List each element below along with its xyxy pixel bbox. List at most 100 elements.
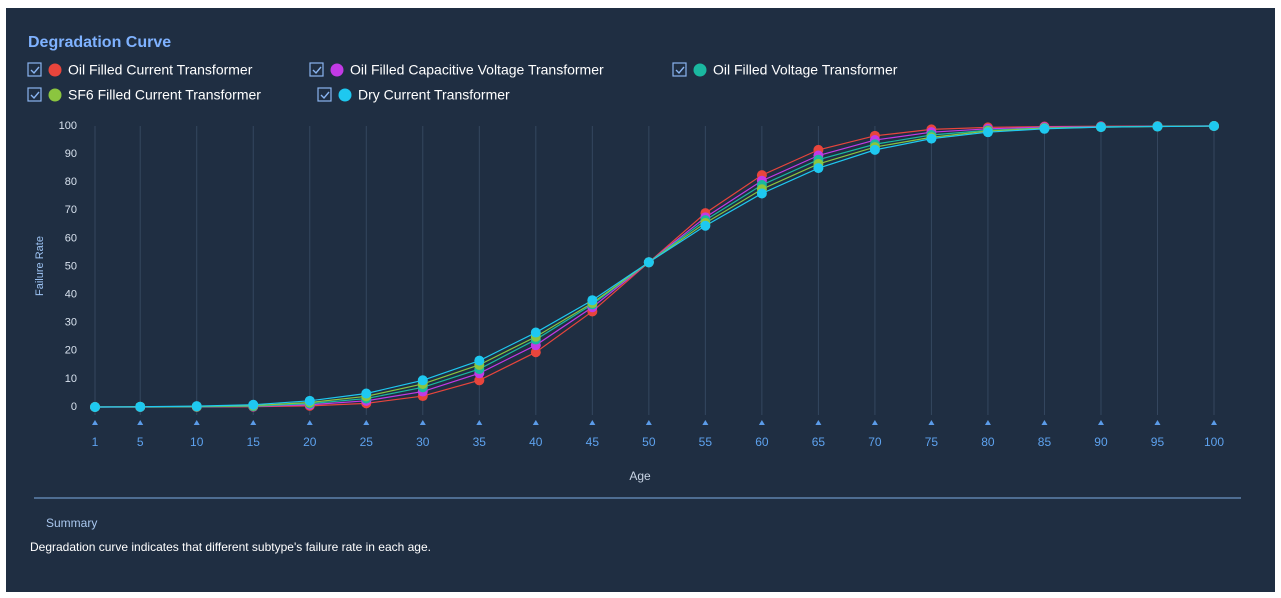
- legend-swatch: [48, 63, 62, 77]
- y-tick-label: 30: [65, 317, 77, 329]
- data-point: [926, 133, 937, 144]
- x-tick-mark: [984, 420, 991, 425]
- data-point: [530, 347, 541, 358]
- legend-check[interactable]: [30, 91, 40, 100]
- x-tick-mark: [476, 420, 483, 425]
- x-tick-mark: [758, 420, 765, 425]
- x-tick-mark: [1154, 420, 1161, 425]
- y-axis-label: Failure Rate: [34, 236, 46, 296]
- data-point: [813, 163, 824, 174]
- y-tick-label: 10: [65, 373, 77, 385]
- y-tick-label: 80: [65, 176, 77, 188]
- x-tick-label: 100: [1204, 435, 1224, 449]
- data-point: [530, 327, 541, 338]
- legend-label: SF6 Filled Current Transformer: [68, 87, 261, 103]
- x-tick-mark: [815, 420, 822, 425]
- data-point: [700, 220, 711, 231]
- x-tick-mark: [419, 420, 426, 425]
- y-tick-label: 60: [65, 232, 77, 244]
- data-point: [191, 401, 202, 412]
- legend-checkbox[interactable]: [27, 87, 42, 102]
- x-tick-mark: [1211, 420, 1217, 425]
- legend-check[interactable]: [312, 66, 322, 75]
- x-tick-mark: [589, 420, 596, 425]
- data-point: [869, 144, 880, 155]
- data-point: [474, 355, 485, 366]
- x-tick-mark: [928, 420, 935, 425]
- summary-text: Degradation curve indicates that differe…: [30, 540, 431, 554]
- y-tick-label: 40: [65, 289, 77, 301]
- chart-title: Degradation Curve: [28, 34, 171, 51]
- legend-checkbox[interactable]: [317, 87, 332, 102]
- legend-label: Oil Filled Capacitive Voltage Transforme…: [350, 62, 604, 78]
- x-tick-label: 5: [137, 435, 144, 449]
- legend-check[interactable]: [30, 66, 40, 75]
- x-tick-label: 30: [416, 435, 430, 449]
- x-tick-mark: [92, 420, 98, 425]
- x-tick-mark: [532, 420, 539, 425]
- data-point: [474, 375, 485, 386]
- x-tick-label: 35: [473, 435, 487, 449]
- x-tick-mark: [306, 420, 313, 425]
- x-tick-label: 55: [699, 435, 713, 449]
- x-tick-label: 70: [868, 435, 882, 449]
- data-point: [1095, 122, 1106, 133]
- x-tick-mark: [1041, 420, 1048, 425]
- x-tick-label: 90: [1094, 435, 1108, 449]
- legend-label: Oil Filled Voltage Transformer: [713, 62, 898, 78]
- x-tick-label: 60: [755, 435, 769, 449]
- x-tick-label: 1: [92, 435, 99, 449]
- y-tick-label: 20: [65, 345, 77, 357]
- data-point: [135, 401, 146, 412]
- legend-label: Oil Filled Current Transformer: [68, 62, 253, 78]
- y-tick-label: 0: [71, 401, 77, 413]
- legend-check[interactable]: [675, 66, 685, 75]
- x-tick-mark: [363, 420, 370, 425]
- data-point: [756, 188, 767, 199]
- data-point: [587, 295, 598, 306]
- data-point: [1152, 121, 1163, 132]
- y-tick-label: 70: [65, 204, 77, 216]
- data-point: [248, 399, 259, 410]
- x-tick-label: 10: [190, 435, 204, 449]
- x-tick-label: 20: [303, 435, 317, 449]
- x-tick-mark: [1097, 420, 1104, 425]
- legend-checkbox[interactable]: [672, 62, 687, 77]
- data-point: [1039, 123, 1050, 134]
- data-point: [643, 257, 654, 268]
- legend-checkbox[interactable]: [27, 62, 42, 77]
- x-tick-label: 65: [812, 435, 826, 449]
- panel: [6, 8, 1275, 592]
- x-axis-label: Age: [629, 469, 651, 483]
- legend-check[interactable]: [320, 91, 330, 100]
- y-tick-label: 50: [65, 260, 77, 272]
- data-point: [304, 395, 315, 406]
- legend-checkbox[interactable]: [309, 62, 324, 77]
- data-point: [90, 402, 100, 412]
- data-point: [982, 127, 993, 138]
- data-point: [361, 388, 372, 399]
- data-point: [1209, 121, 1219, 131]
- x-tick-mark: [645, 420, 652, 425]
- legend-swatch: [48, 88, 62, 102]
- x-tick-mark: [137, 420, 144, 425]
- x-tick-label: 80: [981, 435, 995, 449]
- x-tick-label: 15: [247, 435, 261, 449]
- x-tick-mark: [193, 420, 200, 425]
- x-tick-mark: [250, 420, 257, 425]
- legend-swatch: [338, 88, 352, 102]
- legend-swatch: [330, 63, 344, 77]
- x-tick-label: 25: [360, 435, 374, 449]
- x-tick-mark: [871, 420, 878, 425]
- y-tick-label: 100: [59, 120, 77, 132]
- x-tick-label: 85: [1038, 435, 1052, 449]
- data-point: [417, 375, 428, 386]
- x-tick-mark: [702, 420, 709, 425]
- y-tick-label: 90: [65, 148, 77, 160]
- x-tick-label: 40: [529, 435, 543, 449]
- x-tick-label: 95: [1151, 435, 1165, 449]
- x-tick-label: 75: [925, 435, 939, 449]
- x-tick-label: 50: [642, 435, 656, 449]
- summary-title: Summary: [46, 516, 97, 530]
